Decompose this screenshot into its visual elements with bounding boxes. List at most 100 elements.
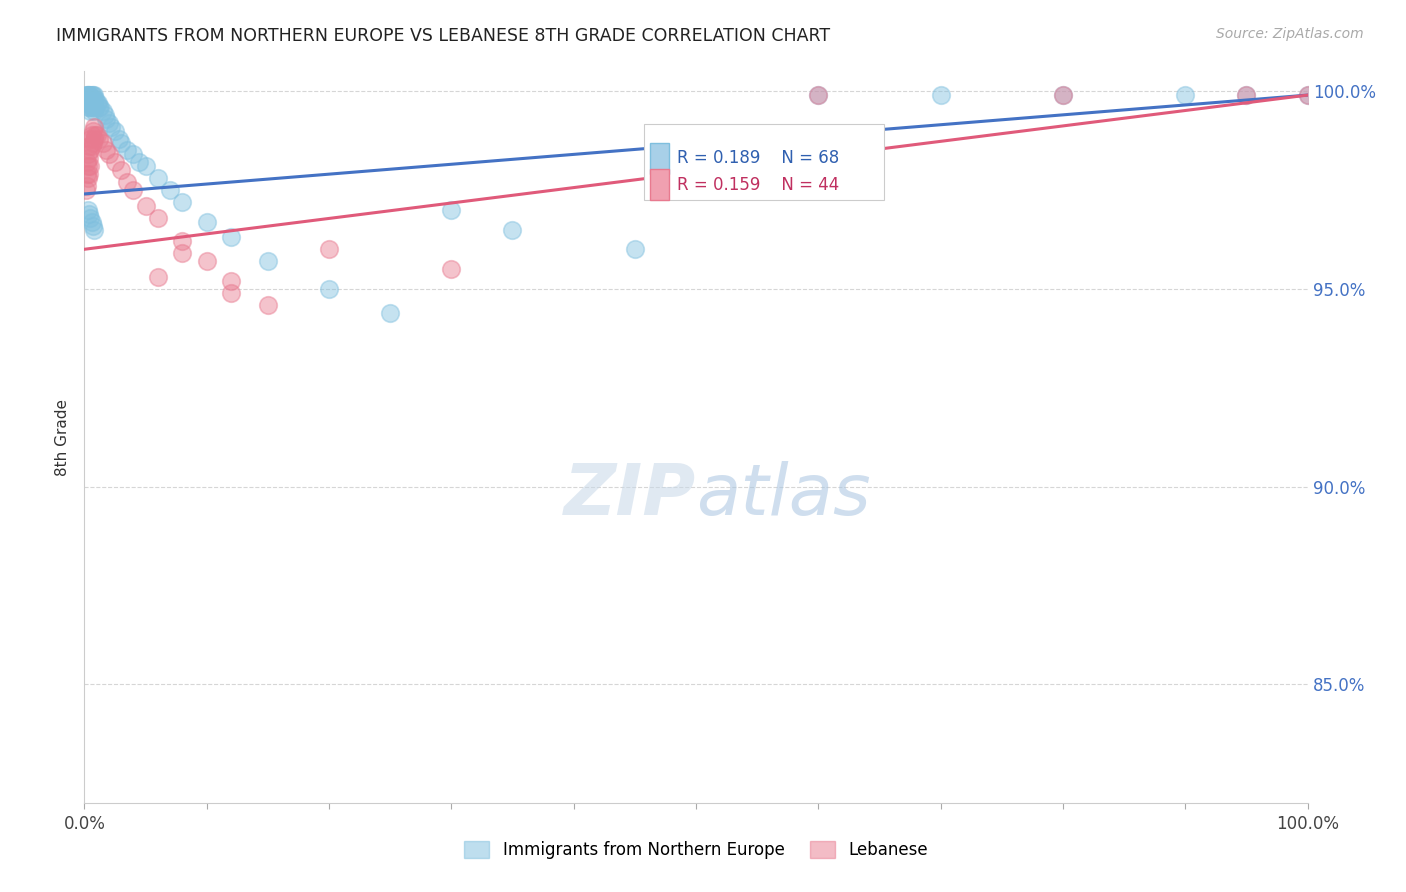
- Point: [1296, 88, 1319, 103]
- Point: [80, 128, 103, 142]
- Point: [318, 282, 340, 296]
- Point: [83, 103, 105, 118]
- Point: [76, 92, 98, 106]
- Point: [77, 152, 100, 166]
- Point: [96, 112, 118, 126]
- Text: atlas: atlas: [696, 461, 870, 530]
- Point: [97, 116, 120, 130]
- Point: [82, 136, 104, 150]
- Point: [77, 202, 100, 217]
- Point: [77, 159, 100, 173]
- Point: [219, 274, 242, 288]
- Point: [79, 159, 101, 173]
- Legend: Immigrants from Northern Europe, Lebanese: Immigrants from Northern Europe, Lebanes…: [456, 833, 936, 868]
- Point: [77, 88, 100, 103]
- Point: [110, 163, 132, 178]
- Point: [82, 92, 104, 106]
- Point: [929, 88, 952, 103]
- Point: [104, 155, 127, 169]
- Point: [83, 222, 105, 236]
- Point: [83, 95, 105, 110]
- Point: [219, 230, 242, 244]
- Point: [79, 131, 101, 145]
- Point: [89, 100, 111, 114]
- Text: IMMIGRANTS FROM NORTHERN EUROPE VS LEBANESE 8TH GRADE CORRELATION CHART: IMMIGRANTS FROM NORTHERN EUROPE VS LEBAN…: [56, 27, 831, 45]
- Point: [380, 305, 402, 319]
- Point: [84, 100, 107, 114]
- Point: [122, 147, 145, 161]
- Point: [87, 100, 110, 114]
- Point: [77, 207, 100, 221]
- Point: [624, 242, 647, 256]
- Point: [1052, 88, 1074, 103]
- Point: [75, 183, 97, 197]
- Point: [76, 95, 98, 110]
- Point: [97, 147, 120, 161]
- Point: [440, 202, 463, 217]
- Point: [807, 88, 830, 103]
- Point: [91, 103, 114, 118]
- Point: [172, 194, 194, 209]
- Point: [1236, 88, 1258, 103]
- Point: [128, 155, 150, 169]
- Point: [77, 100, 100, 114]
- Point: [83, 120, 105, 134]
- Point: [77, 88, 100, 103]
- Point: [75, 92, 97, 106]
- Point: [76, 88, 98, 103]
- Point: [77, 139, 100, 153]
- Point: [440, 262, 463, 277]
- Point: [1296, 88, 1319, 103]
- Point: [79, 95, 101, 110]
- Point: [79, 144, 101, 158]
- Point: [110, 136, 132, 150]
- Point: [75, 88, 97, 103]
- Point: [172, 235, 194, 249]
- Point: [77, 167, 100, 181]
- Point: [219, 285, 242, 300]
- Point: [80, 92, 103, 106]
- Text: Source: ZipAtlas.com: Source: ZipAtlas.com: [1216, 27, 1364, 41]
- Point: [77, 95, 100, 110]
- Point: [146, 171, 169, 186]
- Point: [76, 179, 98, 194]
- Point: [1052, 88, 1074, 103]
- Point: [80, 214, 103, 228]
- Point: [77, 147, 100, 161]
- Point: [257, 254, 280, 268]
- Point: [83, 131, 105, 145]
- Point: [135, 199, 157, 213]
- Point: [87, 95, 110, 110]
- Point: [135, 159, 157, 173]
- Point: [76, 167, 98, 181]
- Point: [122, 183, 145, 197]
- Point: [159, 183, 181, 197]
- Point: [1236, 88, 1258, 103]
- Point: [77, 100, 100, 114]
- Point: [146, 269, 169, 284]
- Point: [86, 95, 108, 110]
- Point: [96, 144, 118, 158]
- Text: ZIP: ZIP: [564, 461, 696, 530]
- Point: [77, 92, 100, 106]
- Point: [79, 103, 101, 118]
- Y-axis label: 8th Grade: 8th Grade: [55, 399, 70, 475]
- Point: [94, 108, 117, 122]
- Point: [318, 242, 340, 256]
- Point: [86, 128, 108, 142]
- Point: [83, 88, 105, 103]
- Point: [79, 211, 101, 225]
- Point: [257, 298, 280, 312]
- Point: [100, 120, 122, 134]
- Point: [146, 211, 169, 225]
- Point: [82, 88, 104, 103]
- Point: [76, 155, 98, 169]
- Point: [91, 136, 114, 150]
- Point: [80, 139, 103, 153]
- Point: [82, 100, 104, 114]
- Point: [80, 88, 103, 103]
- Point: [195, 214, 218, 228]
- Point: [84, 92, 107, 106]
- Point: [79, 92, 101, 106]
- Point: [80, 100, 103, 114]
